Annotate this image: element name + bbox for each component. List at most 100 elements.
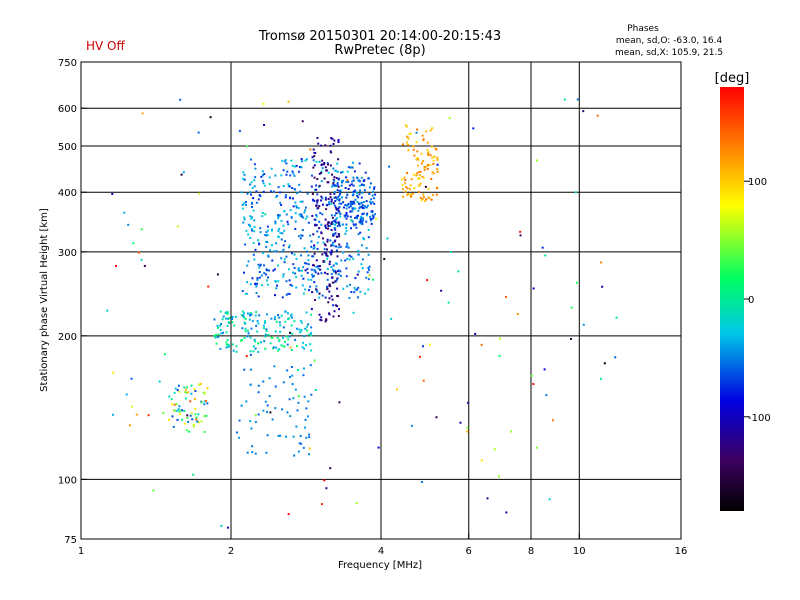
data-point <box>372 215 375 218</box>
data-point <box>290 349 293 352</box>
data-point <box>307 453 310 456</box>
data-point <box>333 227 336 230</box>
data-point <box>436 187 439 190</box>
data-point <box>345 211 348 214</box>
data-point <box>466 430 469 433</box>
data-point <box>177 408 180 411</box>
data-point <box>130 377 133 380</box>
data-point <box>313 151 316 154</box>
data-point <box>349 200 352 203</box>
data-point <box>371 194 374 197</box>
data-point <box>346 244 349 247</box>
data-point <box>337 246 340 249</box>
data-point <box>334 304 337 307</box>
data-point <box>486 497 489 500</box>
data-point <box>180 409 183 412</box>
data-point <box>582 323 585 326</box>
data-point <box>367 267 370 270</box>
data-point <box>278 316 281 319</box>
data-point <box>333 179 336 182</box>
data-point <box>258 243 261 246</box>
data-point <box>374 193 377 196</box>
data-point <box>234 315 237 318</box>
data-point <box>307 263 310 266</box>
data-point <box>335 212 338 215</box>
data-point <box>266 240 269 243</box>
data-point <box>532 287 535 290</box>
data-point <box>402 143 405 146</box>
data-point <box>226 343 229 346</box>
data-point <box>306 267 309 270</box>
data-point <box>265 451 268 454</box>
data-point <box>466 426 469 429</box>
data-point <box>228 345 231 348</box>
data-point <box>345 217 348 220</box>
data-point <box>125 393 128 396</box>
data-point <box>401 178 404 181</box>
data-point <box>203 430 206 433</box>
data-point <box>323 243 326 246</box>
data-point <box>326 223 329 226</box>
data-point <box>334 169 337 172</box>
data-point <box>237 436 240 439</box>
data-point <box>291 374 294 377</box>
data-point <box>401 184 404 187</box>
data-point <box>301 269 304 272</box>
data-point <box>318 292 321 295</box>
data-point <box>426 167 429 170</box>
data-point <box>309 343 312 346</box>
data-point <box>326 204 329 207</box>
data-point <box>335 185 338 188</box>
data-point <box>356 296 359 299</box>
data-point <box>359 222 362 225</box>
data-point <box>214 336 217 339</box>
data-point <box>333 196 336 199</box>
data-point <box>350 255 353 258</box>
data-point <box>328 203 331 206</box>
data-point <box>293 454 296 457</box>
data-point <box>303 211 306 214</box>
data-point <box>326 267 329 270</box>
data-point <box>244 330 247 333</box>
data-point <box>258 194 261 197</box>
data-point <box>333 204 336 207</box>
data-point <box>306 250 309 253</box>
data-point <box>329 251 332 254</box>
data-point <box>336 287 339 290</box>
data-point <box>334 200 337 203</box>
data-point <box>421 481 424 484</box>
data-point <box>429 154 432 157</box>
data-point <box>315 205 318 208</box>
data-point <box>328 200 331 203</box>
data-point <box>245 292 248 295</box>
data-point <box>214 333 217 336</box>
data-point <box>329 150 332 153</box>
data-point <box>362 184 365 187</box>
data-point <box>308 333 311 336</box>
data-point <box>316 247 319 250</box>
data-point <box>406 193 409 196</box>
data-point <box>264 213 267 216</box>
data-point <box>328 263 331 266</box>
data-point <box>190 412 193 415</box>
data-point <box>331 185 334 188</box>
data-point <box>252 197 255 200</box>
data-point <box>231 315 234 318</box>
data-point <box>328 260 331 263</box>
data-point <box>274 174 277 177</box>
data-point <box>370 198 373 201</box>
data-point <box>417 184 420 187</box>
data-point <box>324 166 327 169</box>
data-point <box>412 145 415 148</box>
data-point <box>242 314 245 317</box>
data-point <box>263 173 266 176</box>
data-point <box>305 344 308 347</box>
data-point <box>255 324 258 327</box>
data-point <box>333 176 336 179</box>
data-point <box>356 176 359 179</box>
data-point <box>197 421 200 424</box>
data-point <box>420 199 423 202</box>
data-point <box>240 339 243 342</box>
data-point <box>250 205 253 208</box>
data-point <box>348 184 351 187</box>
